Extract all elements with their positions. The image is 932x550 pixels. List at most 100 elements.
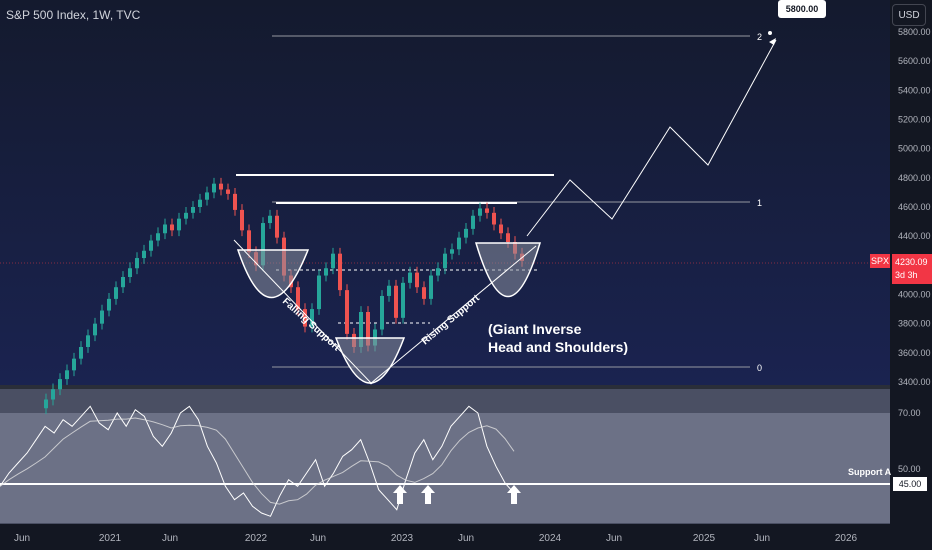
candle-body: [499, 224, 503, 234]
candle-body: [219, 183, 223, 190]
time-tick: 2026: [835, 533, 858, 544]
candle-body: [135, 258, 139, 269]
rsi-tick: 70.00: [898, 408, 921, 418]
chart-title: S&P 500 Index, 1W, TVC: [6, 8, 141, 22]
candle-body: [198, 199, 202, 207]
time-tick: Jun: [310, 533, 326, 544]
candle-body: [107, 298, 111, 311]
candle-body: [429, 275, 433, 299]
candle-body: [44, 399, 48, 409]
price-tick: 4600.00: [898, 202, 931, 212]
price-tick: 4800.00: [898, 173, 931, 183]
candle-body: [471, 215, 475, 229]
fib-label: 1: [757, 198, 762, 208]
candle-body: [79, 347, 83, 359]
fib-label: 0: [757, 363, 762, 373]
candle-body: [247, 230, 251, 253]
candle-body: [93, 323, 97, 336]
pattern-line-1: (Giant Inverse: [488, 321, 582, 337]
candle-body: [331, 253, 335, 269]
pattern-label: (Giant Inverse Head and Shoulders): [488, 320, 628, 356]
target-price-label: 5800.00: [778, 0, 826, 18]
price-tick: 5600.00: [898, 56, 931, 66]
candle-body: [114, 287, 118, 299]
price-tick: 4400.00: [898, 231, 931, 241]
candle-body: [464, 228, 468, 238]
price-tick: 5200.00: [898, 115, 931, 125]
rising-support-line: [369, 245, 537, 385]
candle-body: [506, 233, 510, 242]
candle-body: [450, 249, 454, 254]
time-tick: 2021: [99, 533, 122, 544]
target-dot: [768, 31, 772, 35]
candle-body: [366, 312, 370, 346]
time-tick: Jun: [162, 533, 178, 544]
panel-divider: [0, 385, 890, 389]
candle-body: [457, 237, 461, 250]
price-tick: 3400.00: [898, 377, 931, 387]
currency-button[interactable]: USD: [892, 4, 926, 26]
candle-body: [492, 212, 496, 225]
time-tick: 2022: [245, 533, 268, 544]
time-tick: Jun: [754, 533, 770, 544]
candle-body: [226, 189, 230, 194]
candle-body: [72, 358, 76, 371]
candle-body: [443, 253, 447, 269]
projection-path: [526, 39, 777, 237]
last-price-box: SPX 4230.09 3d 3h: [870, 254, 932, 284]
support-a-value: 45.00: [893, 477, 927, 491]
candle-body: [338, 253, 342, 291]
time-tick: 2024: [539, 533, 562, 544]
candle-body: [142, 250, 146, 259]
price-tick: 3800.00: [898, 319, 931, 329]
rsi-tick: 50.00: [898, 464, 921, 474]
candle-body: [478, 208, 482, 216]
head-shape: [334, 337, 406, 384]
candle-body: [128, 268, 132, 277]
candle-body: [380, 295, 384, 330]
candle-body: [233, 193, 237, 210]
candle-body: [58, 379, 62, 390]
candle-body: [149, 240, 153, 251]
candle-body: [268, 215, 272, 224]
candle-body: [303, 309, 307, 327]
candle-body: [415, 272, 419, 288]
rsi-line: [0, 405, 515, 517]
candle-body: [121, 277, 125, 288]
falling-support-line: [233, 239, 373, 385]
last-price-value: 4230.09: [895, 257, 928, 267]
candle-body: [310, 309, 314, 327]
candle-body: [261, 223, 265, 266]
candle-body: [359, 312, 363, 347]
candle-body: [65, 370, 69, 380]
candle-body: [51, 389, 55, 400]
support-arrow-icon: [421, 485, 435, 504]
projection-arrowhead: [769, 38, 776, 45]
fib-label: 2: [757, 32, 762, 42]
price-tick: 5400.00: [898, 85, 931, 95]
support-arrow-icon: [393, 485, 407, 504]
candle-body: [163, 224, 167, 234]
time-tick: 2025: [693, 533, 716, 544]
candle-body: [170, 224, 174, 231]
candle-body: [275, 215, 279, 238]
candle-body: [212, 183, 216, 193]
candle-body: [240, 209, 244, 231]
price-symbol: SPX: [870, 254, 890, 268]
time-tick: 2023: [391, 533, 414, 544]
support-arrow-icon: [507, 485, 521, 504]
candle-body: [436, 268, 440, 276]
candle-body: [100, 310, 104, 324]
candle-body: [324, 268, 328, 276]
candle-body: [408, 272, 412, 283]
candle-body: [394, 285, 398, 318]
candle-body: [177, 218, 181, 231]
candle-body: [86, 335, 90, 347]
bar-countdown: 3d 3h: [895, 270, 918, 280]
pattern-line-2: Head and Shoulders): [488, 339, 629, 355]
candle-body: [296, 287, 300, 310]
candle-body: [387, 285, 391, 296]
time-tick: Jun: [14, 533, 30, 544]
